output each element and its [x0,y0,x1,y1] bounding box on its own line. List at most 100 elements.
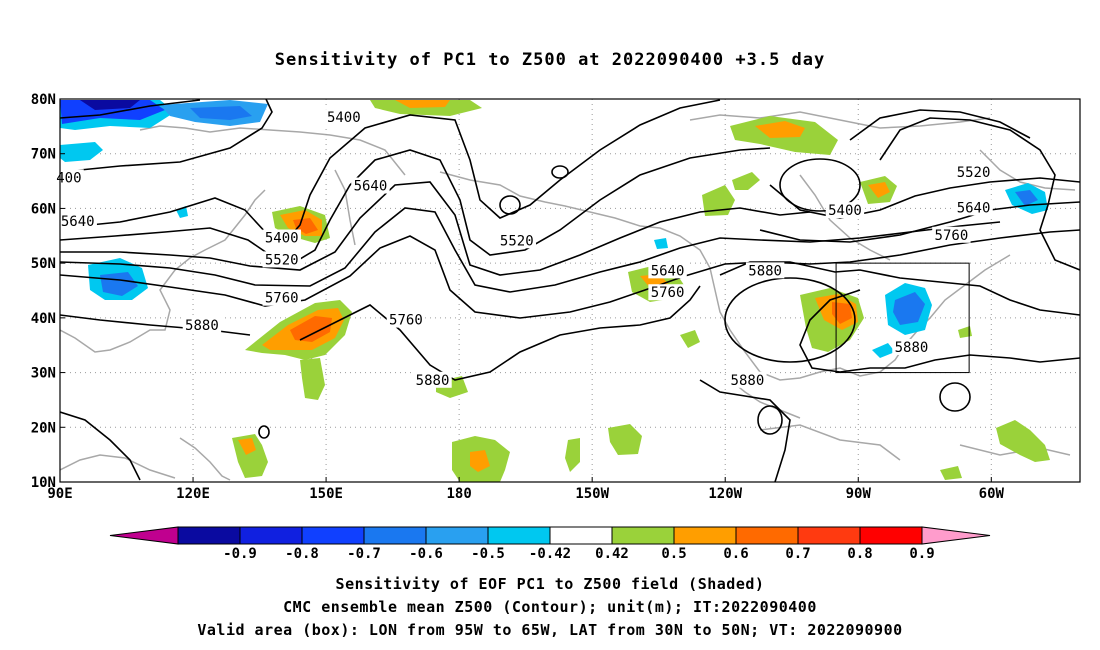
sensitivity-region [702,185,735,216]
lat-tick-label: 20N [31,420,56,436]
contour-label: 5400 [828,203,862,219]
sensitivity-region [290,316,332,342]
coastlines [60,111,1076,481]
z500-contour [60,147,771,263]
contour-label-bg [351,177,390,194]
contour-label-bg [728,371,767,388]
contour-label: 5880 [185,318,219,334]
lat-tick-label: 10N [31,475,56,491]
colorbar: -0.9 -0.8 -0.7 -0.6 -0.5 -0.42 0.42 0.5 0.6 0.7 0.… [109,526,991,562]
colorbar-swatch [549,526,613,545]
coastline [179,437,231,481]
sensitivity-region [395,100,450,108]
contour-label-bg [648,284,687,301]
contour-label-bg [386,311,426,328]
z500-contour [939,382,971,412]
colorbar-min-arrow [109,526,179,545]
coastline [60,454,176,479]
contour-label-bg [53,169,84,186]
map-frame [59,98,1081,483]
colorbar-swatch [487,526,551,545]
contour-label: 5520 [265,252,299,268]
contour-label: 5400 [265,231,299,247]
sensitivity-region [80,100,140,110]
sensitivity-region [872,343,895,358]
sensitivity-region [565,438,580,472]
sensitivity-region [755,121,805,138]
coastline [60,189,266,353]
colorbar-swatch [425,526,489,545]
contour-label: 5880 [895,340,929,356]
z500-contour [60,99,721,243]
contour-label-bg [262,289,301,306]
colorbar-label: 0.5 [661,546,686,562]
contour-label: 5520 [957,165,991,181]
contour-label: 5640 [651,263,685,279]
lat-tick-label: 80N [31,92,56,108]
sensitivity-region [305,370,322,385]
colorbar-swatch [859,526,923,545]
z500-contour [719,261,1080,316]
z500-contour [499,195,521,215]
z500-contour [258,425,270,439]
contour-label: 5640 [354,179,388,195]
coastline [139,125,406,176]
contour-label-bg [182,317,222,334]
contour-label: 5400 [327,110,361,126]
colorbar-label: -0.9 [223,546,257,562]
z500-contour [60,207,1001,293]
sensitivity-region [680,330,700,348]
contour-label: 5520 [500,233,534,249]
caption-valid-area: Valid area (box): LON from 95W to 65W, L… [197,621,903,639]
contour-label: 5640 [957,200,991,216]
plot-title: Sensitivity of PC1 to Z500 at 2022090400… [274,50,826,70]
sensitivity-region [940,466,962,480]
contour-label: 5760 [935,228,969,244]
sensitivity-region [958,326,972,338]
contour-label-bg [825,202,865,219]
colorbar-max-arrow [921,526,991,545]
contour-label-bg [497,232,536,249]
colorbar-label: -0.42 [529,546,571,562]
coastline [439,171,1011,381]
z500-contour [60,99,273,173]
colorbar-label: 0.42 [595,546,629,562]
z500-contour [60,314,251,336]
coastline [799,174,891,261]
colorbar-swatch [301,526,365,545]
sensitivity-region [238,438,256,455]
z500-contour [799,289,1080,373]
colorbar-label: -0.7 [347,546,381,562]
contour-label: 5880 [416,373,450,389]
z500-contour [299,285,701,381]
colorbar-swatch [611,526,675,545]
contour-label: 5880 [731,373,765,389]
z500-contour [757,405,783,435]
colorbar-swatch [239,526,303,545]
sensitivity-region [654,238,668,249]
colorbar-label: -0.6 [409,546,443,562]
colorbar-label: -0.5 [471,546,505,562]
sensitivity-region [868,182,890,198]
sensitivity-shading [60,100,1050,482]
lat-tick-label: 50N [31,256,56,272]
z500-contour [551,165,569,179]
valid-area-rect [835,262,970,374]
contour-label-bg [892,338,931,355]
contour-label: 5760 [389,313,423,329]
z500-contour [60,411,141,481]
sensitivity-region [1015,190,1038,206]
caption-contour: CMC ensemble mean Z500 (Contour); unit(m… [283,598,817,616]
sensitivity-region [293,218,318,234]
contour-label-bg [954,163,993,180]
contour-label-bg [648,262,687,279]
contour-label-bg [262,229,301,246]
colorbar-swatch [735,526,799,545]
contour-label: 5760 [265,291,299,307]
coastline [729,379,801,419]
lon-tick-label: 90E [47,486,72,502]
z500-contour [779,158,861,212]
z500-contour [879,117,1080,271]
sensitivity-region [190,106,252,120]
lon-tick-label: 120W [708,486,742,502]
